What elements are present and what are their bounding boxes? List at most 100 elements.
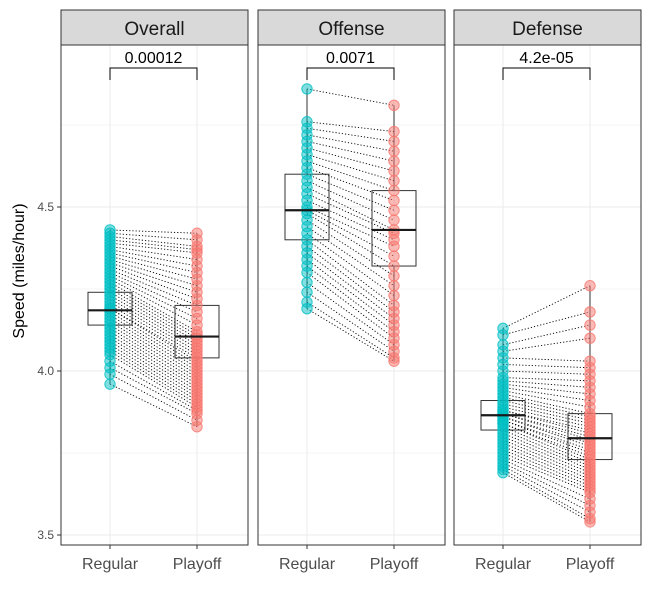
pair-line <box>109 282 198 333</box>
y-tick-label: 4.0 <box>37 364 54 378</box>
panel-border <box>60 44 249 546</box>
point-playoff <box>388 145 400 157</box>
point-playoff <box>584 516 596 528</box>
panel-offense: Offense 0.0071 Regular Playoff <box>257 9 446 573</box>
pair-line <box>502 469 591 519</box>
point-playoff <box>388 280 400 292</box>
x-tick-label: Regular <box>475 556 532 573</box>
pair-line <box>502 413 591 441</box>
pair-line <box>502 416 591 444</box>
panel-title: Offense <box>318 19 384 40</box>
point-regular <box>301 266 313 279</box>
panel-overall: Overall 0.00012 Regular Playoff <box>60 9 249 573</box>
panel-title: Overall <box>124 19 184 40</box>
pair-line <box>306 134 395 152</box>
pair-line <box>109 305 198 355</box>
point-regular <box>301 83 313 95</box>
pair-line <box>502 419 591 454</box>
pair-line <box>306 154 395 182</box>
pair-line <box>306 213 395 267</box>
pair-line <box>502 419 591 451</box>
point-playoff <box>388 99 400 112</box>
pair-line <box>502 285 591 329</box>
pair-line <box>306 252 395 319</box>
pair-line <box>306 239 395 306</box>
point-playoff <box>191 421 203 433</box>
p-value-label: 0.00012 <box>125 50 183 67</box>
pair-line <box>109 367 198 415</box>
pair-line <box>502 409 591 431</box>
point-regular <box>104 378 116 390</box>
point-playoff <box>388 155 400 167</box>
pair-line <box>109 308 198 359</box>
pair-line <box>109 314 198 369</box>
pair-line <box>109 318 198 372</box>
pair-line <box>109 373 198 421</box>
pair-line <box>109 255 198 280</box>
panel-background <box>61 45 248 545</box>
pair-line <box>109 288 198 339</box>
pair-line <box>306 265 395 332</box>
pair-line <box>109 321 198 375</box>
pair-line <box>502 465 591 513</box>
pair-line <box>502 400 591 421</box>
pair-line <box>502 406 591 428</box>
pair-line <box>109 360 198 411</box>
pair-line <box>306 160 395 192</box>
x-tick-label: Playoff <box>566 556 615 573</box>
pair-line <box>109 334 198 388</box>
pair-line <box>502 472 591 523</box>
point-regular <box>497 466 509 479</box>
pair-line <box>109 278 198 326</box>
panel-strip <box>453 9 642 46</box>
point-playoff <box>388 194 400 207</box>
pair-line <box>502 390 591 408</box>
x-tick-label: Playoff <box>370 556 419 573</box>
point-playoff <box>388 270 400 282</box>
y-tick-label: 3.5 <box>37 528 54 542</box>
panel-background <box>258 45 445 545</box>
pair-line <box>306 167 395 201</box>
point-playoff <box>388 250 400 262</box>
pair-line <box>502 311 591 336</box>
y-tick-label: 4.5 <box>37 200 54 214</box>
pair-line <box>109 252 198 274</box>
point-playoff <box>388 175 400 187</box>
pair-line <box>109 291 198 342</box>
point-playoff <box>584 319 596 331</box>
p-value-label: 4.2e-05 <box>519 50 573 67</box>
point-playoff <box>388 260 400 272</box>
pair-line <box>306 88 395 106</box>
pair-line <box>109 354 198 408</box>
pair-line <box>109 262 198 293</box>
panel-title: Defense <box>512 19 583 40</box>
pair-line <box>109 249 198 267</box>
pair-line <box>306 140 395 162</box>
pair-line <box>502 423 591 457</box>
point-playoff <box>388 214 400 226</box>
pair-line <box>109 350 198 405</box>
pair-line <box>306 209 395 257</box>
significance-bracket <box>306 67 395 80</box>
pair-line <box>306 308 395 362</box>
pair-line <box>109 259 198 287</box>
pair-line <box>306 301 395 359</box>
pair-line <box>502 324 591 346</box>
pair-line <box>502 393 591 415</box>
pair-line <box>306 147 395 172</box>
point-playoff <box>388 355 400 367</box>
point-playoff <box>584 306 596 318</box>
panel-background <box>454 45 641 545</box>
y-axis-label: Speed (miles/hour) <box>11 203 28 338</box>
point-playoff <box>388 289 400 302</box>
point-playoff <box>388 204 400 216</box>
pair-line <box>109 341 198 395</box>
x-tick-label: Playoff <box>173 556 222 573</box>
panel-strip <box>257 9 446 46</box>
pair-line <box>502 409 591 434</box>
pair-line <box>306 259 395 326</box>
p-value-label: 0.0071 <box>326 50 375 67</box>
x-tick-label: Regular <box>82 556 139 573</box>
pair-line <box>109 308 198 362</box>
